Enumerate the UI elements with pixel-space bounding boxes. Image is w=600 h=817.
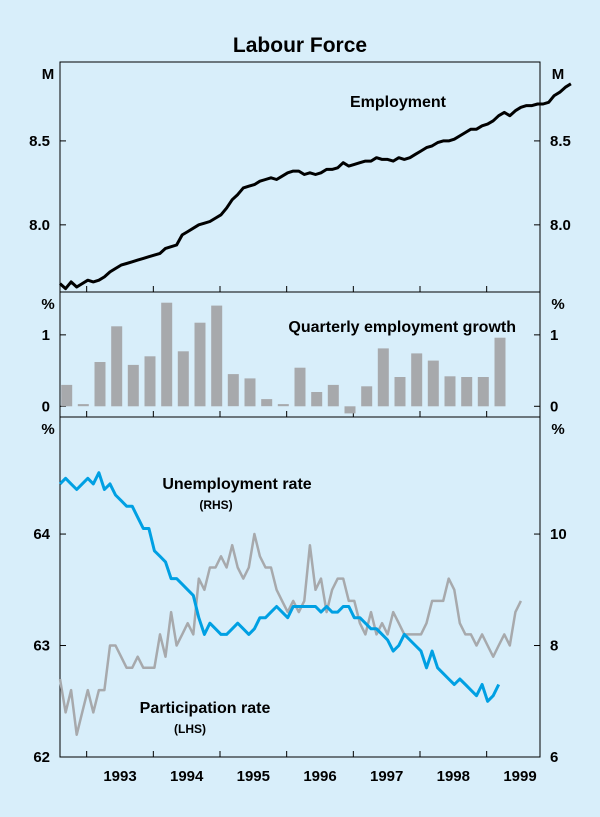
participation-axis-tick-label-left: 62	[33, 749, 50, 766]
growth-bar	[427, 360, 439, 407]
unemployment-axis-tick-label-right: 6	[550, 749, 558, 766]
growth-bar	[361, 386, 373, 407]
growth-bar	[144, 356, 156, 407]
unit-label-right-2: %	[551, 421, 564, 438]
growth-bar	[127, 364, 139, 407]
growth-bar	[294, 367, 306, 407]
axis-labels: M M 8.0 8.0 8.5 8.5% % 0 0 1 1% % 62 63 64 6 8 10 1993 1994…	[29, 66, 571, 785]
growth-bar	[377, 348, 389, 407]
year-label: 1996	[303, 768, 336, 785]
year-label: 1995	[237, 768, 270, 785]
growth-bar	[61, 384, 73, 407]
growth-bar	[311, 392, 323, 407]
unemployment-axis-tick-label-right: 10	[550, 526, 567, 543]
chart-title: Labour Force	[233, 34, 367, 57]
growth-bar	[444, 376, 456, 407]
growth-bar	[277, 404, 289, 407]
unit-label-left-1: %	[41, 296, 54, 313]
employment-line	[59, 82, 572, 291]
year-label: 1997	[370, 768, 403, 785]
unit-label-left-2: %	[41, 421, 54, 438]
growth-bar	[161, 302, 173, 407]
growth-tick-label-left: 1	[42, 327, 50, 344]
unemployment-axis-note: (RHS)	[199, 498, 232, 512]
unemployment-label: Unemployment rate	[162, 476, 311, 493]
year-label: 1994	[170, 768, 204, 785]
growth-bars	[61, 302, 506, 414]
growth-bar	[77, 404, 89, 407]
unemployment-line	[58, 471, 501, 703]
growth-bar	[111, 326, 123, 407]
employment-tick-label-right: 8.5	[550, 133, 571, 150]
year-label: 1998	[437, 768, 470, 785]
unit-label-right-0: M	[552, 66, 565, 83]
growth-bar	[94, 362, 106, 407]
employment-tick-label-left: 8.5	[29, 133, 50, 150]
employment-tick-label-left: 8.0	[29, 217, 50, 234]
growth-bar	[411, 353, 423, 407]
growth-bar	[194, 322, 206, 407]
growth-tick-label-right: 0	[550, 398, 558, 415]
growth-bar	[261, 399, 273, 407]
growth-bar	[327, 384, 339, 407]
participation-line	[58, 532, 523, 736]
year-label: 1993	[103, 768, 136, 785]
growth-bar	[494, 337, 506, 407]
participation-axis-note: (LHS)	[174, 722, 206, 736]
growth-bar	[344, 406, 356, 414]
employment-tick-label-right: 8.0	[550, 217, 571, 234]
growth-bar	[227, 374, 239, 407]
growth-tick-label-right: 1	[550, 327, 558, 344]
unit-label-right-1: %	[551, 296, 564, 313]
unit-label-left-0: M	[42, 66, 55, 83]
chart-frame	[59, 61, 541, 758]
year-label: 1999	[503, 768, 536, 785]
growth-label: Quarterly employment growth	[288, 319, 516, 336]
participation-axis-tick-label-left: 64	[33, 526, 50, 543]
growth-bar	[477, 377, 489, 407]
growth-bar	[394, 377, 406, 407]
growth-tick-label-left: 0	[42, 398, 50, 415]
axis-ticks	[60, 140, 540, 758]
series-lines	[58, 82, 572, 736]
growth-bar	[177, 351, 189, 407]
growth-bar	[461, 377, 473, 407]
participation-axis-tick-label-left: 63	[33, 638, 50, 655]
employment-label: Employment	[350, 94, 447, 111]
unemployment-axis-tick-label-right: 8	[550, 638, 558, 655]
growth-bar	[244, 378, 256, 407]
growth-bar	[211, 305, 223, 407]
participation-label: Participation rate	[140, 700, 271, 717]
